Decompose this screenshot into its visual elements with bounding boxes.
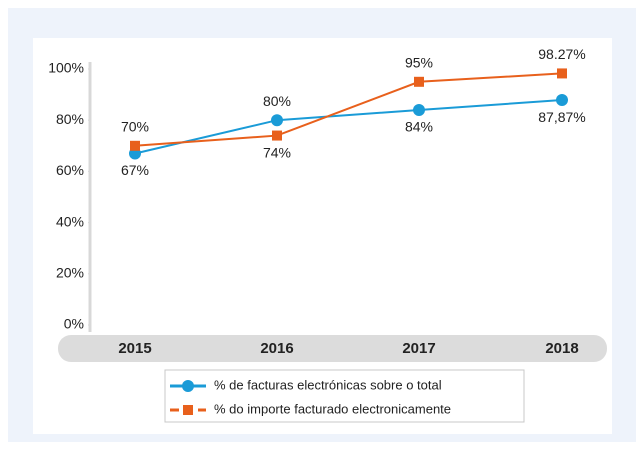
marker: [271, 114, 283, 127]
data-label: 98.27%: [538, 46, 585, 62]
x-tick-label: 2018: [545, 340, 578, 357]
x-tick-label: 2017: [402, 340, 435, 357]
legend: [164, 369, 525, 423]
marker: [413, 103, 425, 116]
data-label: 95%: [405, 55, 433, 71]
data-label: 80%: [263, 93, 291, 109]
data-label: 87,87%: [538, 109, 585, 125]
x-axis-band: [58, 335, 607, 362]
data-label: 67%: [121, 162, 149, 178]
data-label: 84%: [405, 119, 433, 135]
x-tick-label: 2016: [260, 340, 293, 357]
marker: [414, 76, 424, 87]
legend-label: % do importe facturado electronicamente: [214, 401, 451, 416]
y-tick-label: 20%: [56, 265, 84, 281]
series-line: [134, 99, 563, 155]
data-label: 70%: [121, 119, 149, 135]
series-line: [134, 72, 563, 147]
x-tick-label: 2015: [118, 340, 151, 357]
marker: [556, 94, 568, 107]
legend-marker: [182, 380, 194, 392]
data-label: 74%: [263, 144, 291, 160]
legend-marker: [183, 405, 193, 415]
y-tick-label: 0%: [64, 316, 84, 332]
marker: [272, 130, 282, 141]
legend-label: % de facturas electrónicas sobre o total: [214, 377, 442, 392]
marker: [130, 140, 140, 151]
y-tick-label: 60%: [56, 162, 84, 178]
y-tick-label: 100%: [48, 60, 84, 76]
y-tick-label: 80%: [56, 111, 84, 127]
marker: [557, 68, 567, 79]
y-tick-label: 40%: [56, 213, 84, 229]
